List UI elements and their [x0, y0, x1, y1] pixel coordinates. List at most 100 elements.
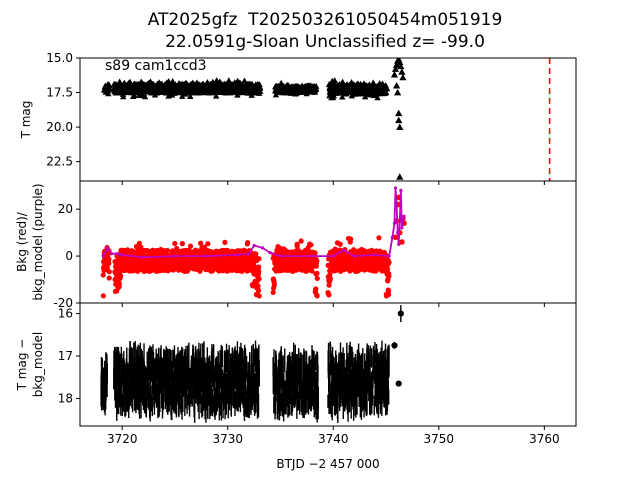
bkg-point: [337, 241, 343, 247]
y-tick-label: 20.0: [46, 120, 73, 134]
y-tick-label: 16: [58, 307, 73, 321]
bkg-point: [100, 293, 106, 299]
bkg-point: [312, 250, 318, 256]
tmag-point: [396, 173, 404, 180]
bkg-model-point: [392, 221, 397, 225]
tmag-point: [395, 116, 403, 124]
bkg-point: [326, 292, 332, 298]
tmag-point: [398, 68, 406, 75]
y-tick-label: 0: [65, 249, 73, 263]
y-tick-label: -20: [53, 296, 73, 310]
bkg-point: [327, 275, 333, 282]
tmag-segment: [101, 81, 113, 97]
y-tick-label: 17: [58, 349, 73, 363]
x-tick-label: 3730: [212, 432, 243, 446]
bkg-model-point: [331, 254, 335, 258]
bkg-model-point: [260, 246, 265, 250]
bkg-model-point: [352, 254, 356, 258]
bkg-model-point: [110, 252, 114, 256]
tmag-point: [382, 88, 390, 95]
tmag-point: [361, 93, 369, 100]
tmag-point: [241, 77, 248, 84]
bkg-model-point: [387, 254, 391, 258]
tmag-point: [392, 82, 401, 89]
tmag-point: [390, 70, 399, 78]
tmag-point: [391, 65, 400, 72]
y-axis-label: T mag: [19, 101, 33, 140]
y-tick-label: 18: [58, 391, 73, 405]
tmag-point: [312, 86, 320, 93]
bkg-point: [179, 241, 185, 247]
bkg-point: [222, 239, 228, 245]
bkg-point: [106, 269, 112, 275]
bkg-series: [100, 194, 407, 299]
bkg-model-point: [397, 242, 401, 246]
bkg-model-point: [173, 254, 177, 258]
bkg-model-point: [390, 235, 394, 239]
y-tick-label: 22.5: [46, 155, 73, 169]
bkg-point: [314, 275, 320, 282]
bkg-point: [106, 275, 112, 281]
tmag-point: [383, 85, 391, 92]
y-axis-label: Bkg (red)/: [15, 211, 29, 272]
tmag-point: [395, 109, 403, 117]
y-axis-label: bkg_model: [31, 332, 45, 398]
bkg-model-point: [236, 253, 240, 257]
x-tick-label: 3760: [529, 432, 560, 446]
bkg-model-point: [394, 202, 399, 207]
bkg-point: [386, 259, 392, 265]
bkg-point: [384, 266, 390, 272]
tmag-point: [212, 92, 220, 99]
bkg-point: [198, 240, 204, 246]
bkg-point: [116, 281, 122, 287]
residual-series: [100, 305, 404, 423]
tmag-segment: [325, 77, 391, 101]
bkg-point: [314, 258, 320, 264]
tmag-point: [331, 77, 338, 83]
bkg-point: [314, 293, 320, 299]
tmag-segment: [272, 79, 320, 98]
bkg-point: [256, 264, 262, 270]
bkg-model-point: [268, 250, 272, 255]
axes-frame: [79, 302, 577, 427]
panel-bottom: 16 17 18 3720 3730 3740 3750 3760 T mag − bkg_mod…: [15, 305, 560, 446]
sector-annotation: s89 cam1ccd3: [105, 58, 207, 74]
tmag-point: [187, 93, 194, 100]
tmag-point: [339, 78, 346, 85]
bkg-point: [205, 241, 211, 247]
tmag-point: [394, 88, 402, 96]
tmag-point: [256, 81, 263, 87]
axes-frame: [79, 57, 577, 182]
bkg-model-point: [402, 214, 406, 218]
tmag-point: [178, 93, 186, 99]
bkg-point: [256, 256, 262, 262]
tmag-point: [256, 83, 264, 90]
bkg-model-point: [398, 219, 402, 223]
bkg-model-point: [373, 253, 378, 257]
tmag-segment: [110, 77, 264, 100]
bkg-point: [271, 282, 277, 288]
bkg-point: [164, 247, 171, 254]
tmag-point: [120, 93, 127, 100]
y-axis-label: T mag −: [15, 339, 29, 392]
bkg-model-point: [400, 226, 404, 230]
bkg-model-point: [310, 254, 314, 258]
bkg-point: [106, 256, 112, 262]
bkg-point: [348, 236, 354, 242]
bkg-model-point: [399, 188, 403, 192]
y-axis-label: bkg_model (purple): [31, 183, 45, 300]
bkg-point: [399, 239, 405, 245]
bkg-point: [298, 238, 304, 244]
tmag-point: [141, 93, 149, 100]
bkg-point: [313, 286, 319, 292]
bkg-point: [255, 283, 261, 289]
plot-area: [100, 305, 404, 423]
tmag-point: [396, 123, 404, 130]
chart-title-line1: AT2025gfz T202503261050454m051919: [147, 10, 503, 30]
bkg-model-point: [247, 252, 251, 256]
tmag-point: [399, 73, 407, 81]
bkg-point: [187, 243, 194, 249]
y-tick-label: 17.5: [46, 86, 73, 100]
residual-point: [391, 342, 398, 349]
